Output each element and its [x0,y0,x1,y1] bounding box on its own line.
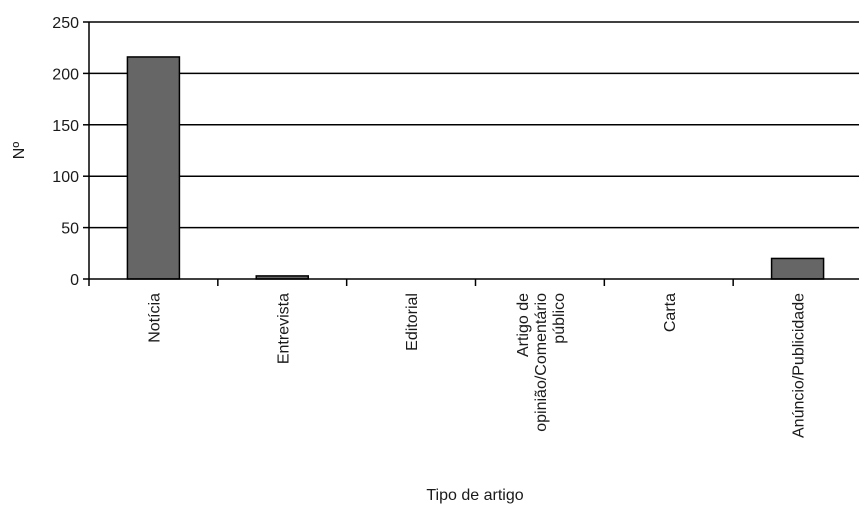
x-category-labels: Notícia Entrevista Editorial Artigo deopini… [146,293,807,438]
y-tick-label: 200 [52,66,79,83]
bars [126,56,825,280]
x-category-label: Anúncio/Publicidade [791,293,808,438]
y-tick-label: 250 [52,15,79,32]
y-axis-title: Nº [11,142,28,160]
x-category-label: Artigo deopinião/Comentáriopúblico [515,293,568,432]
x-category-label: Carta [662,293,679,332]
y-tick-label: 50 [61,221,79,238]
y-tick-label: 100 [52,169,79,186]
x-category-label-line: opinião/Comentário [533,293,550,432]
x-category-label-line: Editorial [404,293,421,351]
x-category-label-line: Anúncio/Publicidade [791,293,808,438]
x-axis-title: Tipo de artigo [426,487,523,504]
x-category-label-line: Notícia [146,293,163,343]
x-category-label-line: Entrevista [275,293,292,364]
x-category-label-line: público [551,293,568,344]
axes [83,21,859,286]
gridlines [89,21,859,229]
y-tick-label: 150 [52,118,79,135]
x-category-label: Notícia [146,293,163,343]
bar [770,257,825,280]
x-category-label-line: Artigo de [515,293,532,357]
y-tick-labels: 0 50 100 150 200 250 [52,15,79,289]
x-category-label: Entrevista [275,293,292,364]
y-tick-label: 0 [70,272,79,289]
x-category-label: Editorial [404,293,421,351]
x-category-label-line: Carta [662,293,679,332]
bar [126,56,181,280]
